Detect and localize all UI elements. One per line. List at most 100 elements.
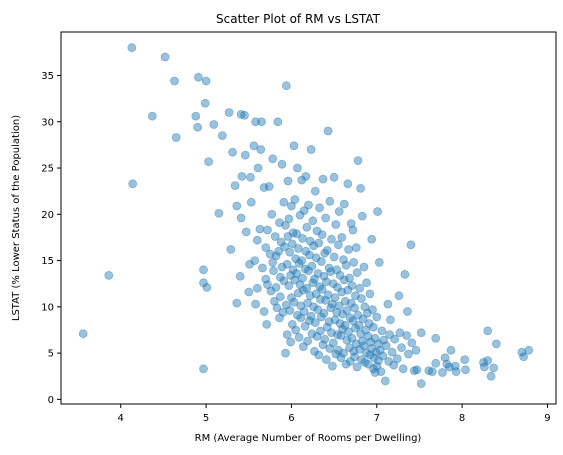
data-point [350,323,360,333]
data-point [209,120,219,129]
data-point [291,254,301,264]
data-point [246,172,255,182]
data-point [323,290,333,300]
data-point [324,263,334,273]
data-point [237,171,247,181]
data-point [264,182,274,191]
data-point [378,351,388,361]
data-point [290,275,300,285]
data-point [356,355,366,365]
data-point [266,286,276,296]
data-point [442,359,452,369]
x-tick-label: 9 [544,413,550,424]
data-point [286,201,296,211]
data-point [315,282,325,291]
data-point [268,257,278,267]
data-point [519,352,528,362]
data-point [318,340,328,350]
data-point [341,359,351,369]
data-point [346,298,356,308]
data-point [479,362,489,372]
data-point [446,345,456,355]
data-point [308,216,318,226]
data-point [339,199,349,209]
data-point [193,122,203,132]
data-point [367,344,377,353]
data-point [385,315,395,325]
data-point [345,273,354,283]
data-point [334,301,344,311]
data-point [275,292,285,302]
data-point [339,275,349,285]
data-point [407,338,417,348]
data-point [256,145,266,154]
data-point [335,270,345,280]
data-point [339,255,348,265]
data-point [255,224,265,234]
data-point [345,313,355,323]
data-point [344,245,354,254]
data-point [306,145,316,154]
data-point [321,213,331,223]
data-point [270,232,280,241]
data-point [357,336,367,346]
data-point [199,364,208,374]
data-point [295,280,305,290]
data-point [303,298,313,308]
data-point [315,294,325,304]
data-point [424,366,434,376]
y-tick-label: 0 [48,395,54,406]
data-point [269,266,278,276]
data-point [341,260,351,270]
data-point [214,208,224,218]
data-point [292,229,302,239]
data-point [392,354,402,364]
data-point [246,197,256,207]
data-point [250,256,260,266]
data-point [277,159,287,169]
data-point [278,307,288,317]
data-point [228,147,237,157]
x-tick-label: 6 [288,413,294,424]
data-point [310,274,319,284]
data-point [201,76,211,86]
data-point [325,196,335,206]
data-point [353,156,363,166]
data-point [451,367,461,377]
data-point [431,333,441,343]
data-point [483,326,493,336]
data-point [253,163,263,173]
data-point [282,259,292,269]
y-tick-label: 35 [41,71,54,82]
data-point [350,352,360,362]
data-point [271,251,281,261]
data-point [273,117,283,127]
data-point [310,346,319,356]
data-point [367,234,377,244]
data-point [440,353,450,363]
data-point [370,368,380,377]
data-point [349,257,359,267]
data-point [356,183,366,193]
data-point [321,355,331,365]
data-point [359,262,369,272]
data-point [362,278,371,288]
data-point [356,329,366,339]
data-point [381,341,391,351]
data-point [296,313,306,323]
data-point [338,324,348,334]
data-point [78,329,88,339]
y-axis-ticks: 0 5 10 15 20 25 30 35 [41,71,61,406]
data-point [314,350,324,360]
data-point [354,320,364,330]
data-point [298,273,307,283]
data-point [338,309,348,319]
data-point [350,291,360,301]
data-point [431,358,441,368]
data-point [240,110,249,120]
data-point [312,331,322,341]
data-point [374,356,383,365]
data-point [339,348,348,358]
